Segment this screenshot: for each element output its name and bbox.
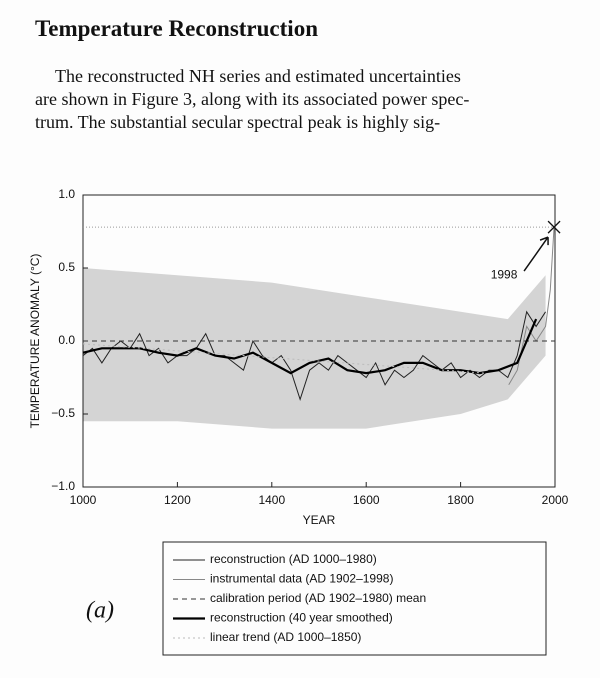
legend-box <box>162 541 547 656</box>
section-heading: Temperature Reconstruction <box>35 16 318 41</box>
x-tick-label: 1600 <box>353 493 380 507</box>
y-tick-label: −0.5 <box>51 406 75 420</box>
y-tick-label: −1.0 <box>51 479 75 493</box>
y-axis-label: TEMPERATURE ANOMALY (°C) <box>28 254 42 429</box>
legend-label: instrumental data (AD 1902–1998) <box>210 572 393 586</box>
uncertainty-band <box>83 268 546 429</box>
x-axis-label: YEAR <box>303 513 336 527</box>
legend-label: calibration period (AD 1902–1980) mean <box>210 591 426 605</box>
x-tick-label: 1200 <box>164 493 191 507</box>
y-tick-label: 0.5 <box>58 260 75 274</box>
legend-label: reconstruction (AD 1000–1980) <box>210 552 377 566</box>
x-tick-label: 1800 <box>447 493 474 507</box>
y-tick-label: 0.0 <box>58 333 75 347</box>
x-tick-label: 1400 <box>258 493 285 507</box>
legend-label: linear trend (AD 1000–1850) <box>210 630 361 644</box>
series-line <box>82 343 485 374</box>
annotation: 1998 <box>491 267 518 281</box>
x-tick-label: 1000 <box>70 493 97 507</box>
x-tick-label: 2000 <box>542 493 569 507</box>
annotation-arrow <box>523 236 549 272</box>
legend-label: reconstruction (40 year smoothed) <box>210 611 393 625</box>
series-line <box>82 318 538 375</box>
figure-label: (a) <box>86 598 114 624</box>
paragraph-line: The reconstructed NH series and estimate… <box>55 66 461 86</box>
paragraph-line: trum. The substantial secular spectral p… <box>35 112 441 132</box>
peak-marker <box>547 220 561 234</box>
paragraph-line: are shown in Figure 3, along with its as… <box>35 89 470 109</box>
y-tick-label: 1.0 <box>58 187 75 201</box>
